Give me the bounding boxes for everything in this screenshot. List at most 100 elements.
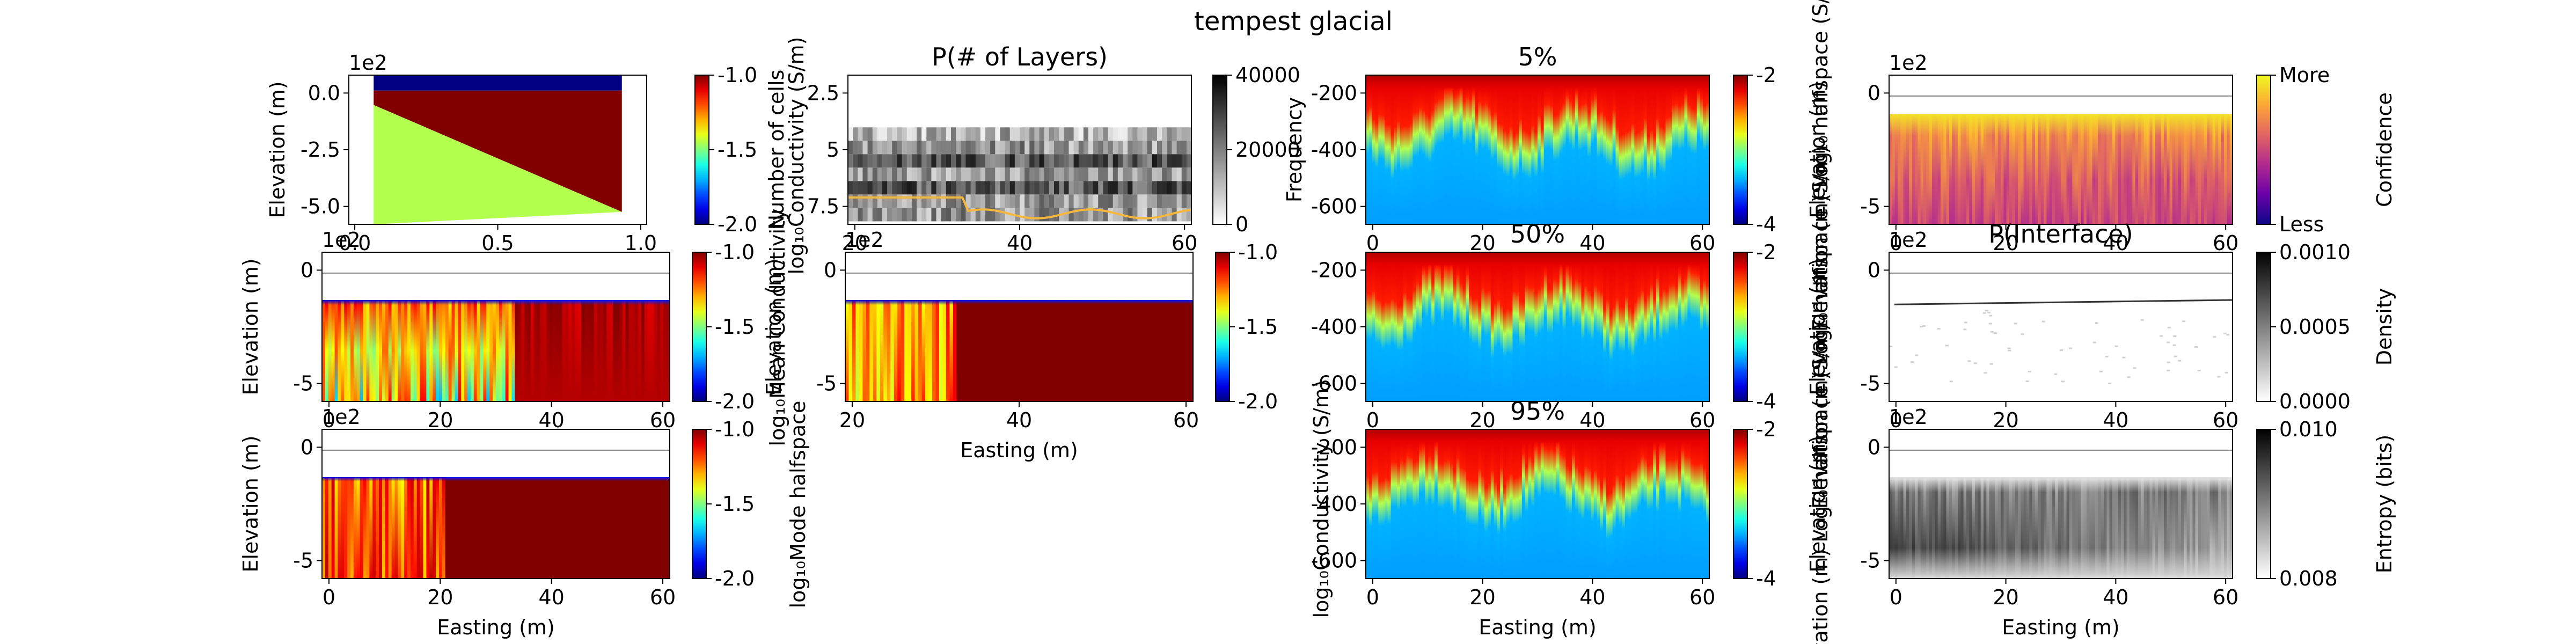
density-cell [1020, 194, 1025, 208]
data-column [521, 299, 525, 401]
density-cell [1044, 141, 1050, 155]
density-cell [1128, 127, 1133, 141]
density-cell [1186, 167, 1192, 181]
colorbar-tick-label: 0.0000 [2279, 390, 2351, 413]
density-cell [965, 194, 971, 208]
density-cell [877, 141, 883, 155]
y-tick-label: 7.5 [807, 195, 839, 218]
density-cell [1059, 127, 1064, 141]
density-cell [887, 141, 892, 155]
panel-nlayers: 20 40 602.557.5P(# of Layers)Number of cel… [765, 42, 1300, 255]
interface-speck [2060, 349, 2063, 352]
colorbar-tick-label: -1.0 [1238, 240, 1278, 264]
data-column [1952, 114, 1956, 224]
x-tick-label: 20 [1469, 231, 1495, 255]
data-column [331, 299, 335, 401]
density-cell [1137, 154, 1143, 168]
data-column [1409, 429, 1413, 579]
density-cell [1083, 154, 1089, 168]
data-column [1550, 252, 1554, 401]
density-cell [858, 127, 863, 141]
data-column [1980, 477, 1984, 579]
data-column [1903, 114, 1907, 224]
x-axis-label: Easting (m) [437, 616, 555, 639]
data-column [505, 477, 509, 579]
density-cell [1113, 141, 1118, 155]
interface-speck [2178, 360, 2182, 362]
density-cell [1073, 127, 1079, 141]
density-cell [1132, 208, 1138, 222]
x-tick-label: 60 [650, 408, 676, 432]
density-cell [1020, 181, 1025, 195]
data-column [2218, 114, 2222, 224]
data-column [1368, 75, 1373, 224]
density-cell [931, 167, 937, 181]
interface-speck [1967, 360, 1971, 362]
data-column [1590, 252, 1594, 401]
data-column [344, 299, 348, 401]
data-column [1606, 429, 1610, 579]
data-column [568, 299, 572, 401]
data-column [1531, 75, 1535, 224]
density-cell [1128, 208, 1133, 222]
colorbar-tick-label: -1.5 [718, 138, 757, 162]
data-column [1475, 252, 1479, 401]
data-column [1403, 252, 1407, 401]
data-column [1920, 477, 1924, 579]
data-column [2121, 114, 2124, 224]
data-column [953, 299, 957, 401]
data-column [1937, 477, 1941, 579]
density-cell [858, 181, 863, 195]
data-column [1394, 429, 1397, 579]
interface-speck [2223, 332, 2227, 334]
density-cell [980, 154, 986, 168]
density-cell [1152, 194, 1158, 208]
interface-speck [2168, 326, 2171, 328]
data-column [638, 299, 642, 401]
data-column [1597, 429, 1600, 579]
data-column [650, 299, 655, 401]
density-cell [1181, 167, 1187, 181]
data-column [1920, 114, 1924, 224]
figure-suptitle: tempest glacial [1194, 6, 1393, 36]
data-column [2101, 114, 2104, 224]
density-cell [1009, 154, 1015, 168]
data-column [1622, 75, 1626, 224]
density-cell [1162, 154, 1167, 168]
density-cell [1034, 167, 1040, 181]
data-column [1653, 429, 1657, 579]
data-column [852, 299, 857, 401]
data-column [1622, 429, 1626, 579]
data-column [2069, 114, 2073, 224]
data-column [1703, 429, 1707, 579]
density-cell [1029, 194, 1035, 208]
data-column [1435, 429, 1438, 579]
data-column [496, 299, 500, 401]
data-column [1997, 114, 2001, 224]
density-cell [1034, 194, 1040, 208]
data-column [524, 477, 528, 579]
data-column [963, 299, 968, 401]
data-column [1123, 299, 1128, 401]
density-cell [867, 167, 873, 181]
density-cell [862, 127, 868, 141]
density-cell [1123, 127, 1128, 141]
density-cell [1020, 127, 1025, 141]
data-column [1565, 75, 1569, 224]
data-column [540, 299, 544, 401]
density-cell [872, 154, 878, 168]
data-column [1525, 429, 1529, 579]
data-column [2003, 477, 2007, 579]
data-column [388, 299, 392, 401]
interface-speck [2021, 333, 2024, 335]
data-column [455, 477, 458, 579]
density-cell [961, 127, 967, 141]
density-cell [1137, 181, 1143, 195]
density-cell [917, 141, 922, 155]
data-column [1631, 75, 1635, 224]
data-column [1556, 252, 1560, 401]
density-cell [965, 208, 971, 222]
density-cell [1123, 167, 1128, 181]
data-column [1665, 252, 1669, 401]
